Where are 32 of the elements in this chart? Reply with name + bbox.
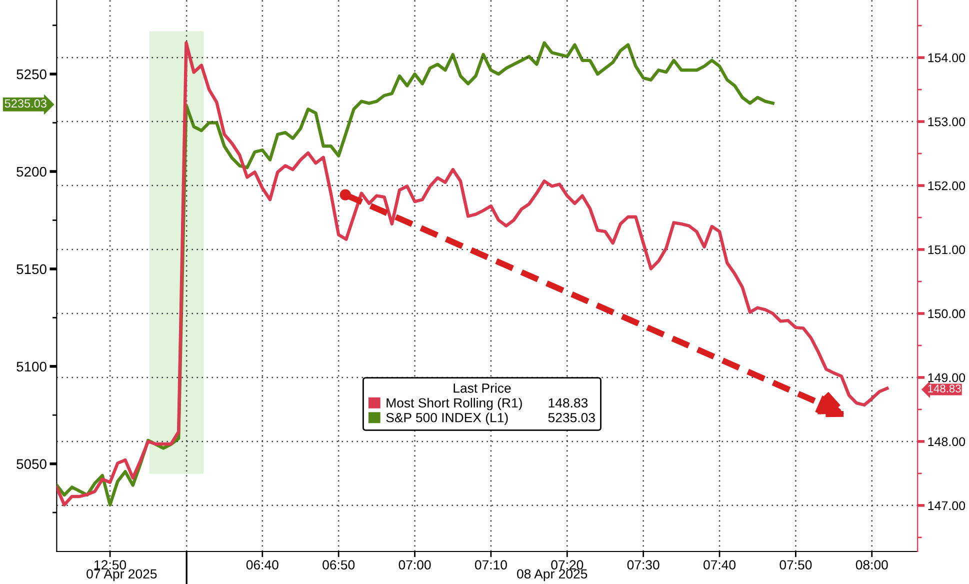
legend-label: S&P 500 INDEX (L1) bbox=[386, 412, 508, 425]
y2-tick-label: 151.00 bbox=[928, 245, 966, 254]
x-tick-label: 08:00 bbox=[856, 560, 888, 570]
text: 07 Apr 2025 bbox=[86, 569, 157, 582]
x-tick-label: 07:50 bbox=[780, 560, 812, 570]
y2-tick-label: 154.00 bbox=[928, 53, 966, 62]
y2-tick-label: 148.00 bbox=[928, 437, 966, 446]
legend-label: Most Short Rolling (R1) bbox=[386, 398, 522, 410]
x-tick-label: 07:20 bbox=[551, 560, 584, 570]
y2-tick-label: 149.00 bbox=[928, 373, 966, 382]
legend-title: Last Price bbox=[454, 383, 511, 393]
text: 5235.03 bbox=[548, 412, 595, 422]
y-tick-label: 5150 bbox=[16, 264, 46, 274]
text: 08 Apr 2025 bbox=[517, 569, 588, 582]
y2-tick-label: 148.83 bbox=[928, 384, 961, 392]
x-tick-label: 06:50 bbox=[322, 560, 355, 570]
y-tick-label: 5100 bbox=[16, 362, 46, 372]
x-tick-label: 07:30 bbox=[627, 560, 660, 570]
y-tick-label: 5050 bbox=[16, 459, 46, 469]
y-tick-label: 5200 bbox=[16, 166, 46, 177]
y-tick-label: 5250 bbox=[16, 69, 46, 80]
x-tick-label: 07:00 bbox=[398, 560, 431, 570]
x-tick-label: 12:50 bbox=[94, 560, 126, 570]
y2-tick-label: 147.00 bbox=[928, 501, 966, 510]
y2-tick-label: 153.00 bbox=[928, 117, 966, 126]
x-tick-label: 07:10 bbox=[474, 560, 507, 570]
x-tick-label: 06:40 bbox=[246, 560, 278, 570]
x-tick-label: 07:40 bbox=[704, 560, 736, 570]
y-tick-label: 5235.03 bbox=[4, 99, 46, 108]
y2-tick-label: 152.00 bbox=[928, 181, 966, 190]
text: 148.83 bbox=[548, 398, 588, 408]
y2-tick-label: 150.00 bbox=[928, 309, 966, 318]
